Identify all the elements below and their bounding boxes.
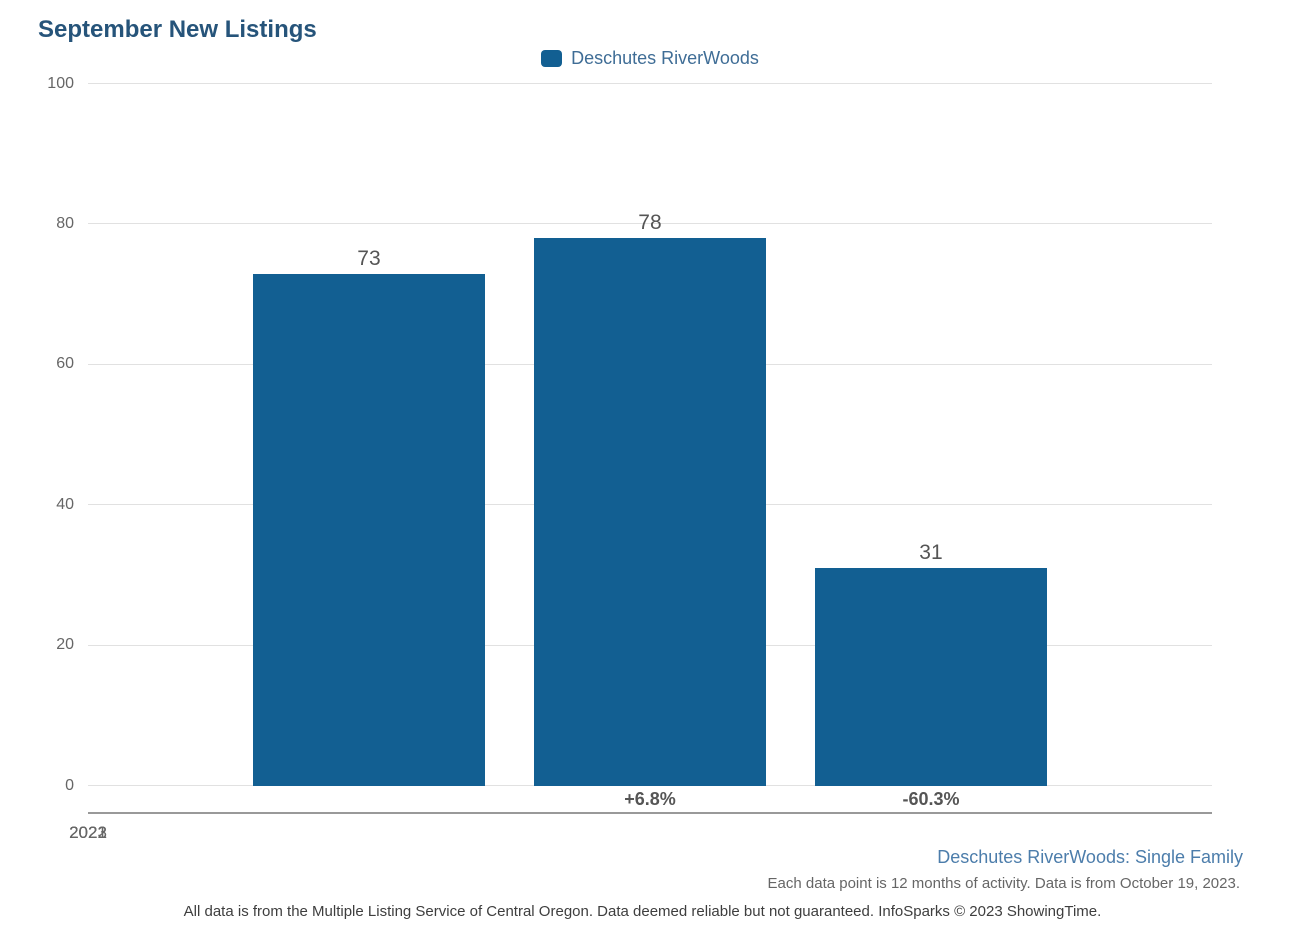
y-axis-tick-label: 60 <box>56 355 74 373</box>
legend-item-deschutes-riverwoods[interactable]: Deschutes RiverWoods <box>541 48 759 69</box>
bar-2021[interactable]: 73 <box>253 247 485 786</box>
bar-2022[interactable]: 78 <box>534 211 766 786</box>
x-axis-category-label-2023: 2023 <box>69 823 107 842</box>
x-axis-line <box>88 812 1212 814</box>
pct-change-label-2022: +6.8% <box>624 789 676 809</box>
footnote-data-note: Each data point is 12 months of activity… <box>767 875 1240 892</box>
x-axis-category-label-2021: 2021 <box>69 823 107 842</box>
plot-area: 0 20 40 60 80 100 73 78 31 <box>47 75 1212 794</box>
y-axis-tick-label: 40 <box>56 495 74 513</box>
y-axis-tick-label: 80 <box>56 214 74 232</box>
gridline-y-100: 100 <box>47 75 1212 92</box>
bar-value-label: 78 <box>638 211 662 235</box>
y-axis-tick-label: 20 <box>56 636 74 654</box>
legend-label: Deschutes RiverWoods <box>571 48 759 68</box>
bar-2023[interactable]: 31 <box>815 541 1047 786</box>
legend-swatch-icon <box>541 50 563 67</box>
y-axis-tick-label: 100 <box>47 74 74 92</box>
y-axis-tick-label: 0 <box>65 776 74 794</box>
chart-legend: Deschutes RiverWoods <box>88 48 1212 69</box>
x-axis-category-label-2022: 2022 <box>69 823 107 842</box>
category-axis-row: 2021 2022 2023 <box>69 821 1212 843</box>
chart-title: September New Listings <box>38 16 317 43</box>
footnote-series-type: Deschutes RiverWoods: Single Family <box>937 847 1243 867</box>
pct-change-label-2023: -60.3% <box>902 789 960 809</box>
bar-value-label: 73 <box>357 246 381 270</box>
pct-change-row: +6.8% -60.3% <box>88 788 1212 812</box>
gridline-y-80: 80 <box>56 215 1212 232</box>
bar-value-label: 31 <box>919 541 943 565</box>
footnote-disclaimer: All data is from the Multiple Listing Se… <box>183 903 1102 920</box>
